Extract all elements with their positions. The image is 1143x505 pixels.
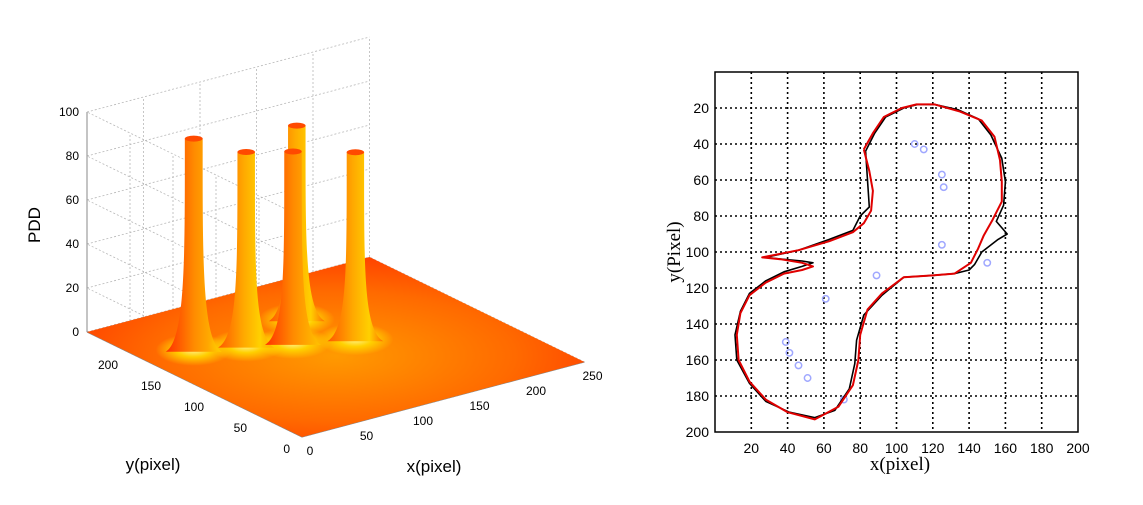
y-tick-label: 20 [693, 100, 709, 116]
y-tick-label: 80 [693, 208, 709, 224]
marker-point [939, 183, 948, 192]
z-tick-label: 80 [66, 149, 80, 163]
grid-line [86, 80, 370, 157]
y-tick-label: 150 [141, 379, 161, 393]
surface-plot: 020406080100050100150200250050100150200 … [25, 36, 603, 476]
marker-point [794, 361, 803, 370]
x-tick-label: 120 [921, 440, 945, 456]
x-tick-label: 160 [994, 440, 1018, 456]
grid-line [86, 36, 370, 113]
series-line [734, 103, 1009, 419]
x-tick-label: 80 [852, 440, 868, 456]
peak-cap [288, 122, 306, 129]
marker-point [781, 338, 790, 346]
ylabel-2d: y(Pixel) [664, 221, 685, 282]
x-tick-label: 20 [744, 440, 760, 456]
y-tick-label: 40 [693, 136, 709, 152]
z-tick-label: 60 [66, 193, 80, 207]
surface-peak [165, 138, 222, 352]
x-tick-label: 150 [469, 399, 489, 413]
peak-cap [237, 149, 255, 155]
xlabel-3d: x(pixel) [407, 457, 462, 476]
x-tick-label: 180 [1030, 440, 1054, 456]
x-tick-label: 60 [816, 440, 832, 456]
surface-mesh [87, 122, 585, 437]
y-tick-label: 60 [693, 172, 709, 188]
y-tick-label: 50 [234, 421, 248, 435]
y-tick-label: 200 [686, 424, 710, 440]
x-tick-label: 50 [360, 429, 374, 443]
surface-peak [327, 152, 384, 342]
grid-line [86, 124, 370, 201]
peak-cap [284, 148, 302, 155]
x-tick-label: 250 [582, 369, 602, 383]
grid-line [86, 168, 370, 245]
marker-point [983, 258, 992, 267]
y-tick-label: 140 [686, 316, 710, 332]
peak-cap [346, 149, 365, 156]
xlabel-2d: x(pixel) [870, 454, 930, 475]
marker-point [937, 240, 946, 249]
contour-grid [715, 72, 1078, 432]
x-tick-label: 200 [526, 384, 546, 398]
y-tick-label: 160 [686, 352, 710, 368]
surface-ticks: 0 20 40 60 80 100 0 50 100 150 200 250 0 50 100 150 200 [59, 105, 603, 458]
y-tick-label: 100 [184, 400, 204, 414]
y-tick-label: 200 [98, 358, 118, 372]
y-tick-label: 180 [686, 388, 710, 404]
marker-point [937, 170, 946, 179]
contour-ticks: 20 40 60 80 100 120 140 160 180 200 20 40 60 80 100 120… [686, 100, 1090, 456]
x-tick-label: 0 [307, 444, 314, 458]
x-tick-label: 140 [957, 440, 981, 456]
x-tick-label: 100 [413, 414, 433, 428]
contour-plot: 20 40 60 80 100 120 140 160 180 200 20 40 60 80 100 120… [664, 71, 1090, 475]
series-line [735, 103, 1003, 421]
surface-peak [218, 152, 275, 348]
grid-line [86, 212, 370, 289]
y-tick-label: 100 [686, 244, 710, 260]
contour-series [734, 103, 1009, 421]
x-tick-label: 100 [885, 440, 909, 456]
x-tick-label: 200 [1066, 440, 1090, 456]
marker-point [910, 140, 919, 148]
y-tick-label: 0 [283, 442, 290, 456]
z-tick-label: 40 [66, 237, 80, 251]
x-tick-label: 40 [780, 440, 796, 456]
marker-point [872, 271, 881, 280]
ylabel-3d: y(pixel) [126, 455, 181, 474]
peak-cap [184, 135, 203, 142]
marker-point [821, 294, 830, 303]
marker-point [803, 374, 812, 382]
surface-peak [265, 151, 321, 345]
z-tick-label: 100 [59, 105, 79, 119]
marker-point [785, 348, 794, 357]
zlabel: PDD [25, 207, 44, 243]
marker-point [919, 145, 928, 154]
y-tick-label: 120 [686, 280, 710, 296]
z-tick-label: 20 [66, 281, 80, 295]
z-tick-label: 0 [72, 325, 79, 339]
